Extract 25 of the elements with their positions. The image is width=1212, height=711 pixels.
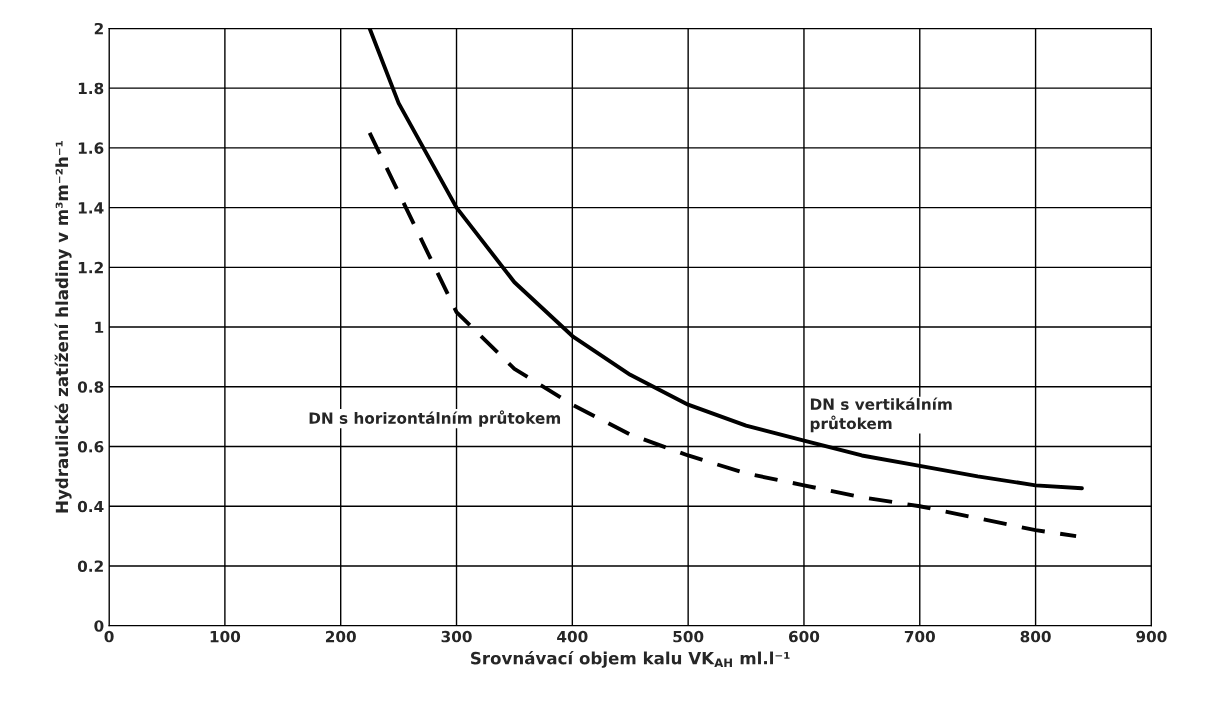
y-tick-label: 1: [95, 321, 104, 333]
series-label: DN s vertikálním průtokem: [810, 397, 952, 433]
x-tick-label: 300: [441, 630, 472, 643]
x-tick-label: 800: [1020, 630, 1051, 643]
x-tick-label: 700: [904, 630, 935, 643]
x-tick-label: 200: [325, 630, 356, 643]
y-tick-label: 0.2: [77, 560, 103, 572]
x-tick-label: 600: [788, 630, 820, 643]
y-tick-label: 0.6: [77, 440, 104, 453]
x-tick-label: 500: [673, 630, 704, 643]
x-tick-label: 400: [557, 630, 588, 643]
y-tick-label: 1.2: [78, 261, 103, 274]
x-axis-title: Srovnávací objem kalu VK$_{AH}$ ml.l⁻¹: [471, 650, 790, 668]
x-tick-label: 900: [1136, 630, 1167, 643]
y-tick-label: 1.6: [78, 142, 104, 154]
y-tick-label: 0.4: [77, 500, 104, 513]
y-tick-label: 0: [94, 620, 104, 632]
y-axis-title: Hydraulické zatížení hladiny v m³m⁻²h⁻¹: [54, 141, 72, 513]
x-tick-label: 0: [104, 630, 114, 643]
y-tick-label: 2: [94, 22, 103, 35]
y-tick-label: 0.8: [77, 381, 104, 393]
x-tick-label: 100: [210, 630, 241, 643]
series-label: DN s horizontálním průtokem: [309, 410, 561, 427]
y-tick-label: 1.8: [78, 82, 104, 95]
y-tick-label: 1.4: [78, 202, 104, 214]
